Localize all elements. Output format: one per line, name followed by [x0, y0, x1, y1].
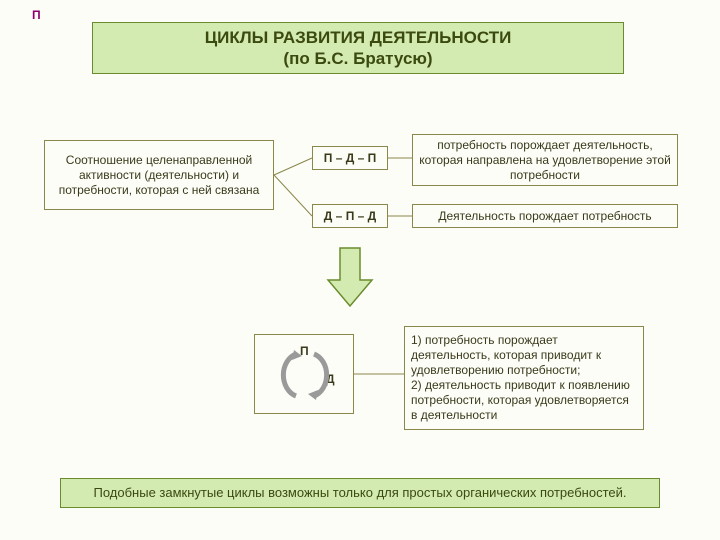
node-chain-pdp: П – Д – П	[312, 146, 388, 170]
corner-mark: П	[32, 8, 41, 22]
node-explain: 1) потребность порождает деятельность, к…	[404, 326, 644, 430]
big-down-arrow-icon	[328, 248, 372, 306]
footer-note-text: Подобные замкнутые циклы возможны только…	[94, 485, 627, 501]
cycle-label-d: Д	[326, 372, 335, 386]
node-explain-text: 1) потребность порождает деятельность, к…	[411, 333, 637, 423]
cycle-label-p: П	[300, 344, 309, 358]
node-chain-dpd: Д – П – Д	[312, 204, 388, 228]
node-need-generates-activity: потребность порождает деятельность, кото…	[412, 134, 678, 186]
title-box: ЦИКЛЫ РАЗВИТИЯ ДЕЯТЕЛЬНОСТИ (по Б.С. Бра…	[92, 22, 624, 74]
connector-left-bottom	[274, 175, 312, 216]
footer-note: Подобные замкнутые циклы возможны только…	[60, 478, 660, 508]
node-relation-text: Соотношение целенаправленной активности …	[51, 153, 267, 198]
node-activity-generates-need: Деятельность порождает потребность	[412, 204, 678, 228]
node-activity-generates-need-text: Деятельность порождает потребность	[438, 209, 651, 224]
title-line2: (по Б.С. Братусю)	[283, 49, 432, 68]
title-line1: ЦИКЛЫ РАЗВИТИЯ ДЕЯТЕЛЬНОСТИ	[205, 28, 512, 47]
connector-left-top	[274, 158, 312, 175]
diagram-svg	[0, 0, 720, 540]
node-chain-dpd-text: Д – П – Д	[324, 209, 376, 224]
node-chain-pdp-text: П – Д – П	[324, 151, 376, 166]
node-relation: Соотношение целенаправленной активности …	[44, 140, 274, 210]
node-need-generates-activity-text: потребность порождает деятельность, кото…	[419, 138, 671, 183]
